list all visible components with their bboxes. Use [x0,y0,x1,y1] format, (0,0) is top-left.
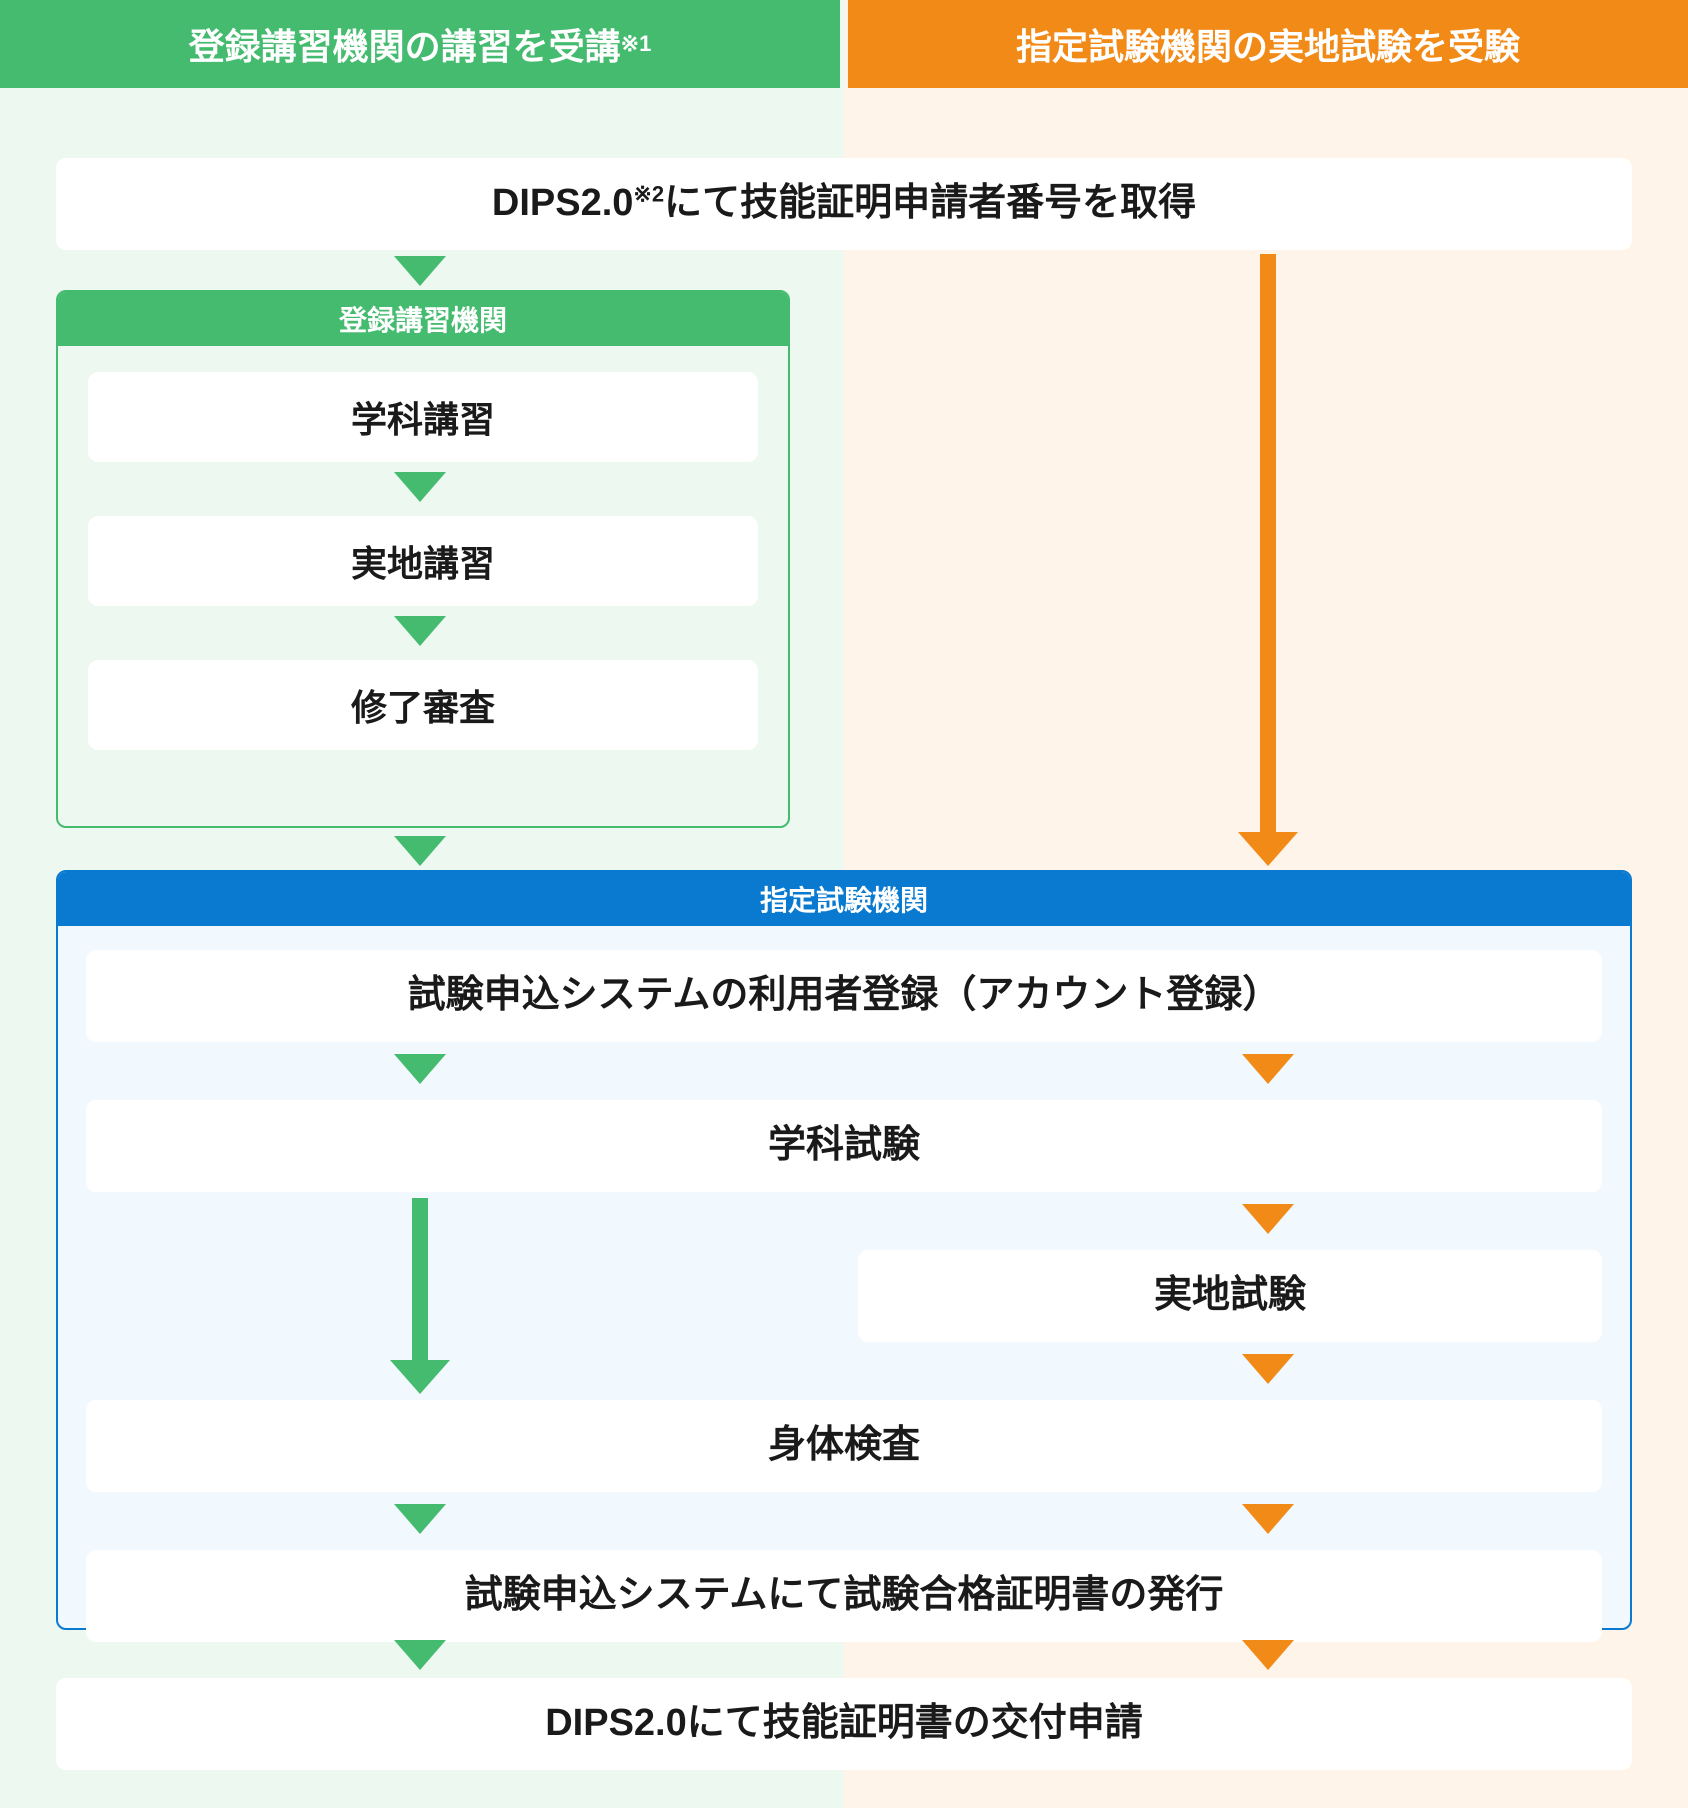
chevron-down-icon [394,836,446,866]
arrow-line [412,1198,428,1360]
header-right: 指定試験機関の実地試験を受験 [848,0,1688,88]
panel-training: 登録講習機関学科講習実地講習修了審査 [56,290,790,828]
chevron-down-icon [1242,1504,1294,1534]
arrow-head-icon [390,1360,450,1394]
chevron-down-icon [1242,1054,1294,1084]
training-step-2: 修了審査 [88,660,758,750]
exam-row-written: 学科試験 [86,1100,1602,1192]
chevron-down-icon [1242,1204,1294,1234]
chevron-down-icon [394,1054,446,1084]
exam-row-certificate: 試験申込システムにて試験合格証明書の発行 [86,1550,1602,1642]
exam-row-physical: 身体検査 [86,1400,1602,1492]
training-step-0: 学科講習 [88,372,758,462]
arrow-head-icon [1238,832,1298,866]
panel-training-title: 登録講習機関 [58,292,788,346]
panel-exam-title: 指定試験機関 [58,872,1630,926]
chevron-down-icon [394,1504,446,1534]
arrow-line [1260,254,1276,832]
chevron-down-icon [1242,1640,1294,1670]
chevron-down-icon [394,1640,446,1670]
header-left: 登録講習機関の講習を受講※1 [0,0,840,88]
exam-row-practical: 実地試験 [858,1250,1602,1342]
training-step-1: 実地講習 [88,516,758,606]
chevron-down-icon [394,256,446,286]
step-top: DIPS2.0※2にて技能証明申請者番号を取得 [56,158,1632,250]
step-bottom: DIPS2.0にて技能証明書の交付申請 [56,1678,1632,1770]
chevron-down-icon [394,472,446,502]
chevron-down-icon [394,616,446,646]
exam-row-register: 試験申込システムの利用者登録（アカウント登録） [86,950,1602,1042]
chevron-down-icon [1242,1354,1294,1384]
